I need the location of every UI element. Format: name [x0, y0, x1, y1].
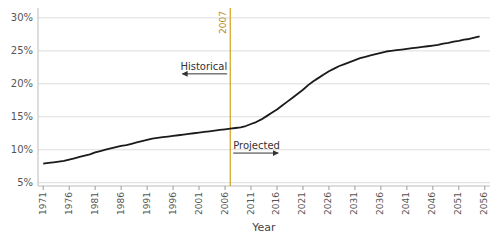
x-axis-label: Year	[251, 221, 276, 234]
chart: 5% 10% 15% 20% 25% 30% 1971 1976 1981 1986 1991 199…	[0, 0, 500, 236]
x-tick-label: 1981	[90, 192, 100, 215]
x-tick	[458, 186, 459, 190]
x-tick-label: 1976	[64, 192, 74, 215]
x-tick	[43, 186, 44, 190]
x-tick	[354, 186, 355, 190]
grid-line	[38, 50, 490, 51]
x-tick-label: 2011	[246, 192, 256, 215]
plot-area	[43, 36, 479, 163]
y-tick-label: 5%	[17, 177, 33, 188]
x-tick-label: 2026	[323, 192, 333, 215]
x-tick-label: 2036	[375, 192, 385, 215]
x-tick-label: 2031	[349, 192, 359, 215]
grid-line	[38, 83, 490, 84]
x-tick	[276, 186, 277, 190]
historical-label: Historical	[180, 61, 227, 72]
x-tick-label: 1971	[38, 192, 48, 215]
x-tick-label: 2021	[297, 192, 307, 215]
x-axis-line	[38, 186, 490, 187]
x-tick	[69, 186, 70, 190]
x-tick-label: 1996	[168, 192, 178, 215]
x-tick	[302, 186, 303, 190]
grid-line	[38, 17, 490, 18]
x-tick-label: 2041	[401, 192, 411, 215]
marker-label: 2007	[218, 11, 228, 34]
x-tick	[95, 186, 96, 190]
x-tick-label: 2051	[453, 192, 463, 215]
y-tick-label: 25%	[11, 45, 33, 56]
y-axis-line	[38, 8, 39, 186]
x-tick-label: 2006	[220, 192, 230, 215]
marker-line	[230, 8, 231, 186]
x-tick	[173, 186, 174, 190]
x-tick	[225, 186, 226, 190]
x-tick-label: 2056	[479, 192, 489, 215]
projected-arrow	[233, 153, 278, 154]
x-tick	[199, 186, 200, 190]
projected-label: Projected	[233, 140, 280, 151]
x-tick	[251, 186, 252, 190]
x-tick-label: 2046	[427, 192, 437, 215]
x-tick-label: 2016	[271, 192, 281, 215]
y-tick-label: 10%	[11, 144, 33, 155]
x-tick-label: 2001	[194, 192, 204, 215]
y-tick-label: 15%	[11, 111, 33, 122]
y-tick-label: 20%	[11, 78, 33, 89]
x-tick	[147, 186, 148, 190]
historical-arrow	[182, 73, 227, 74]
data-line	[43, 36, 479, 163]
x-tick	[121, 186, 122, 190]
x-tick-label: 1986	[116, 192, 126, 215]
x-tick	[406, 186, 407, 190]
page: {"chart_data": {"type": "line", "xlabel"…	[0, 0, 500, 236]
x-tick	[328, 186, 329, 190]
x-tick	[432, 186, 433, 190]
x-tick	[380, 186, 381, 190]
x-tick-label: 1991	[142, 192, 152, 215]
grid-line	[38, 182, 490, 183]
y-tick-label: 30%	[11, 12, 33, 23]
x-tick	[484, 186, 485, 190]
